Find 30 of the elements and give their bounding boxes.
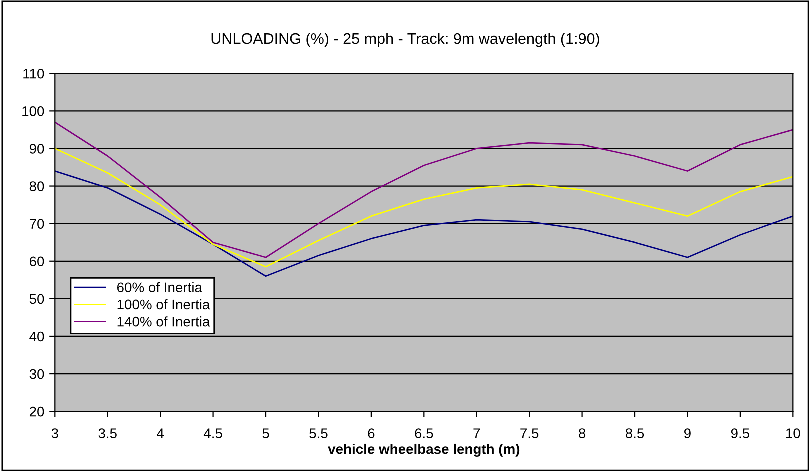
y-tick-label: 110 <box>24 68 44 79</box>
x-tick-label: 3.5 <box>98 428 117 438</box>
y-tick-label: 50 <box>30 294 44 304</box>
legend-label: 60% of Inertia <box>117 282 202 293</box>
legend-label: 100% of Inertia <box>118 299 210 310</box>
legend-label: 140% of Inertia <box>118 316 210 327</box>
y-tick-label: 70 <box>30 219 44 229</box>
chart-title: UNLOADING (%) - 25 mph - Track: 9m wavelength (1:90) <box>212 33 600 48</box>
x-tick-label: 5.5 <box>310 428 328 438</box>
y-tick-label: 80 <box>30 182 44 192</box>
y-tick-label: 20 <box>30 406 44 417</box>
x-tick-label: 7 <box>474 428 480 438</box>
x-tick-label: 9 <box>684 428 691 438</box>
x-tick-label: 4 <box>157 428 164 438</box>
x-tick-label: 8 <box>579 428 586 438</box>
x-tick-label: 6.5 <box>415 428 434 438</box>
y-tick-label: 40 <box>30 332 44 342</box>
y-tick-label: 60 <box>30 256 44 267</box>
x-tick-label: 7.5 <box>520 428 539 438</box>
x-tick-label: 10 <box>786 428 800 438</box>
y-tick-label: 30 <box>30 369 44 380</box>
x-tick-label: 4.5 <box>204 428 222 438</box>
x-tick-label: 3 <box>52 428 58 438</box>
y-tick-label: 100 <box>22 106 44 116</box>
x-tick-label: 8.5 <box>626 428 644 438</box>
x-tick-label: 6 <box>368 428 375 438</box>
x-axis-title: vehicle wheelbase length (m) <box>328 444 520 457</box>
x-tick-label: 5 <box>262 428 270 438</box>
x-tick-label: 9.5 <box>731 428 750 438</box>
y-tick-label: 90 <box>30 144 44 154</box>
